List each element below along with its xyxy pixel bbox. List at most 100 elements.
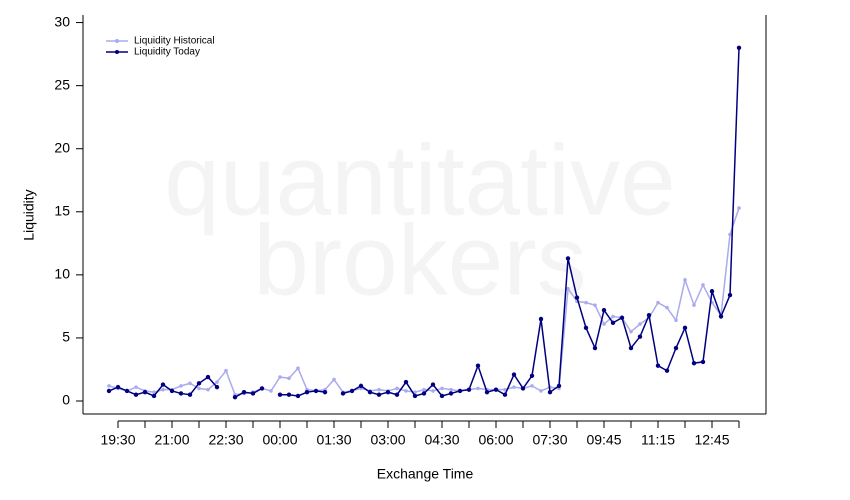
point	[188, 381, 192, 386]
point	[395, 386, 399, 391]
point	[673, 345, 679, 351]
point	[133, 392, 139, 397]
point	[727, 292, 733, 298]
point	[115, 384, 121, 390]
legend-label: Liquidity Historical	[134, 36, 215, 47]
y-tick-label: 20	[54, 139, 70, 155]
point	[701, 283, 705, 287]
point	[700, 359, 706, 365]
point	[449, 387, 453, 392]
point	[367, 389, 373, 395]
point	[106, 388, 112, 394]
point	[206, 387, 210, 392]
point	[377, 387, 381, 392]
point	[547, 389, 553, 395]
point	[107, 384, 111, 388]
point	[224, 368, 228, 373]
point	[187, 392, 193, 397]
point	[718, 314, 724, 319]
point	[404, 389, 408, 393]
point	[664, 368, 670, 373]
point	[403, 379, 409, 385]
point	[205, 374, 211, 380]
point	[422, 387, 426, 392]
point	[610, 320, 616, 325]
point	[502, 392, 508, 397]
point	[287, 376, 291, 381]
point	[376, 392, 382, 397]
point	[304, 389, 310, 395]
point	[602, 322, 606, 326]
point	[358, 383, 364, 389]
point	[709, 289, 715, 294]
point	[412, 393, 418, 399]
x-tick-label: 19:30	[100, 432, 135, 448]
point	[134, 385, 138, 389]
point	[169, 388, 175, 394]
point	[214, 384, 220, 390]
x-tick-label: 00:00	[262, 432, 297, 448]
point	[178, 391, 184, 396]
point	[179, 384, 183, 388]
point	[493, 387, 499, 392]
point	[512, 385, 516, 389]
point	[431, 389, 435, 393]
x-tick-label: 22:30	[208, 432, 243, 448]
y-tick-label: 0	[62, 392, 70, 408]
point	[295, 393, 301, 399]
point	[656, 300, 660, 305]
point	[628, 345, 634, 351]
point	[736, 45, 742, 50]
point	[340, 391, 346, 396]
point	[619, 315, 625, 320]
point	[538, 316, 544, 322]
point	[440, 386, 444, 391]
point	[466, 387, 472, 392]
point	[520, 386, 526, 391]
point	[332, 377, 336, 382]
point	[574, 295, 580, 300]
point	[277, 392, 283, 397]
point	[601, 307, 607, 313]
point	[439, 393, 445, 399]
point	[124, 388, 130, 394]
point	[215, 380, 219, 384]
point	[448, 391, 454, 396]
point	[566, 286, 570, 291]
point	[413, 390, 417, 394]
point	[593, 303, 597, 307]
watermark: brokers	[253, 204, 586, 316]
point	[565, 256, 571, 261]
point	[665, 305, 669, 310]
point	[421, 391, 427, 396]
point	[592, 345, 598, 351]
x-tick-label: 06:00	[478, 432, 513, 448]
watermark: quantitative	[164, 124, 675, 236]
point	[503, 387, 507, 392]
point	[530, 384, 534, 388]
point	[286, 392, 292, 397]
point	[349, 388, 355, 394]
point	[457, 388, 463, 394]
point	[232, 395, 238, 400]
point	[430, 382, 436, 387]
point	[278, 375, 282, 379]
y-axis-label: Liquidity	[21, 189, 37, 240]
point	[737, 206, 741, 210]
point	[484, 389, 490, 395]
point	[322, 389, 328, 395]
point	[683, 278, 687, 282]
x-tick-label: 09:45	[586, 432, 621, 448]
x-tick-label: 12:45	[694, 432, 729, 448]
point	[692, 303, 696, 307]
legend-label: Liquidity Today	[134, 47, 200, 58]
point	[529, 373, 535, 378]
y-tick-label: 5	[62, 329, 70, 345]
point	[151, 393, 157, 399]
point	[161, 387, 165, 392]
point	[296, 366, 300, 371]
x-tick-label: 04:30	[424, 432, 459, 448]
point	[475, 363, 481, 368]
legend-marker	[115, 50, 119, 54]
